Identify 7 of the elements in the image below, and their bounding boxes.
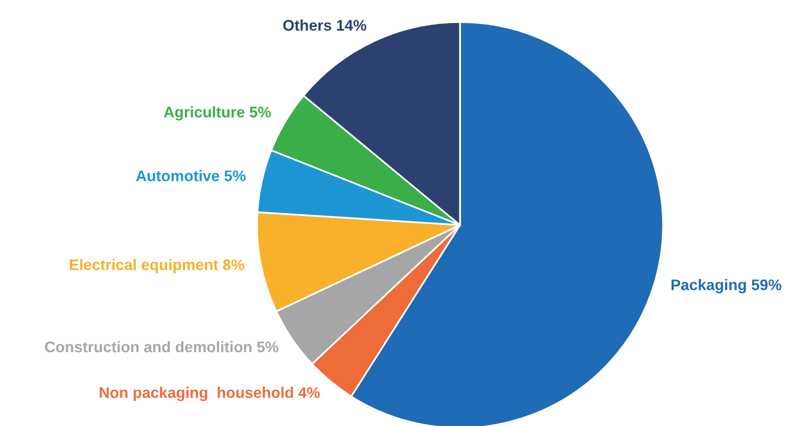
slice-label: Construction and demolition 5% [45, 341, 278, 352]
slice-label: Electrical equipment 8% [70, 258, 244, 274]
slice-label: Packaging 59% [672, 279, 782, 294]
slice-label: Automotive 5% [136, 170, 246, 182]
slice-label: Others 14% [283, 20, 366, 31]
slice-label: Non packaging household 4% [100, 386, 320, 402]
slice-label: Agriculture 5% [164, 106, 271, 121]
